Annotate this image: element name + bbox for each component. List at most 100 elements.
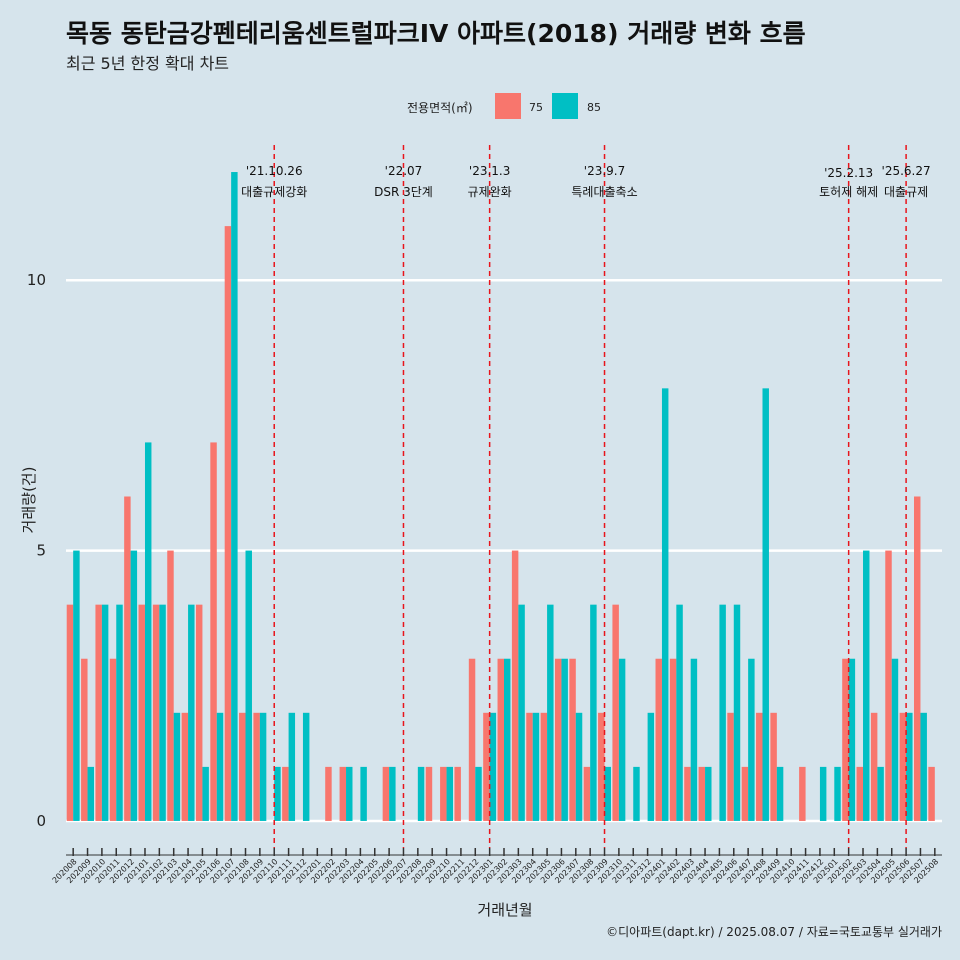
bar-75-202306 [554, 658, 562, 821]
bar-85-202103 [173, 712, 181, 821]
bar-85-202111 [288, 712, 296, 821]
bar-75-202401 [655, 658, 662, 821]
bar-85-202008 [73, 550, 80, 821]
bar-75-202008 [66, 604, 74, 821]
annotation-lines: '21.10.26 대출규제강화 '22.07 DSR 3단계 '23.1.3 규제완화 '… [241, 145, 931, 848]
bar-75-202305 [540, 712, 548, 821]
annotation-label: 대출규제강화 [241, 185, 307, 199]
bar-75-202508 [928, 766, 935, 821]
annotation-date: '23.9.7 [584, 164, 625, 178]
bar-85-202506 [906, 712, 913, 821]
bar-75-202310 [612, 604, 619, 821]
bar-85-202104 [188, 604, 195, 821]
legend-label-85: 85 [587, 101, 601, 114]
bar-85-202109 [259, 712, 267, 821]
bar-75-202010 [95, 604, 102, 821]
bar-75-202504 [870, 712, 878, 821]
bar-85-202112 [302, 712, 310, 821]
bar-85-202101 [144, 442, 152, 821]
bar-75-202109 [253, 712, 260, 821]
bar-75-202210 [440, 766, 447, 821]
bar-75-202202 [325, 766, 332, 821]
bar-85-202105 [202, 766, 209, 821]
bar-75-202303 [511, 550, 519, 821]
bar-75-202506 [899, 712, 907, 821]
bar-75-202505 [885, 550, 892, 821]
bar-75-202407 [741, 766, 749, 821]
bar-75-202409 [770, 712, 777, 821]
bar-85-202507 [920, 712, 927, 821]
bar-85-202408 [762, 388, 769, 821]
bar-75-202103 [167, 550, 174, 821]
bar-85-202307 [575, 712, 583, 821]
bar-85-202206 [389, 766, 396, 821]
bar-85-202409 [776, 766, 784, 821]
annotation-label: DSR 3단계 [374, 185, 433, 199]
bar-75-202011 [109, 658, 117, 821]
bar-75-202211 [454, 766, 461, 821]
bar-85-202502 [848, 658, 856, 821]
bar-85-202305 [547, 604, 554, 821]
bar-85-202110 [274, 766, 281, 821]
bar-85-202402 [676, 604, 683, 821]
bar-85-202012 [130, 550, 138, 821]
annotation-date: '21.10.26 [246, 164, 303, 178]
y-axis: 0 5 10 [27, 271, 46, 830]
bar-75-202106 [210, 442, 217, 821]
chart-subtitle: 최근 5년 한정 확대 차트 [66, 54, 229, 73]
bar-85-202404 [705, 766, 712, 821]
bar-75-202101 [138, 604, 145, 821]
bar-85-202406 [733, 604, 741, 821]
legend-swatch-85 [552, 93, 578, 119]
bar-75-202411 [799, 766, 806, 821]
bar-85-202312 [647, 712, 655, 821]
bar-85-202011 [116, 604, 123, 821]
bar-85-202203 [346, 766, 353, 821]
bar-75-202105 [195, 604, 203, 821]
legend-label-75: 75 [529, 101, 543, 114]
annotation-label: 특례대출축소 [571, 185, 637, 199]
legend-title: 전용면적(㎡) [407, 101, 473, 115]
bar-75-202503 [856, 766, 864, 821]
bar-85-202405 [719, 604, 726, 821]
bar-75-202206 [382, 766, 390, 821]
bar-75-202203 [339, 766, 347, 821]
bar-75-202301 [483, 712, 490, 821]
bar-85-202204 [360, 766, 367, 821]
bar-75-202009 [81, 658, 88, 821]
annotation-date: '23.1.3 [469, 164, 510, 178]
annotation-label: 토허제 해제 [819, 185, 878, 199]
annotation-date: '25.6.27 [882, 164, 931, 178]
bar-75-202309 [598, 712, 605, 821]
bar-85-202309 [604, 766, 611, 821]
bars [66, 172, 935, 821]
y-tick-label: 0 [36, 812, 46, 830]
bar-85-202306 [561, 658, 568, 821]
bar-75-202108 [239, 712, 246, 821]
bar-85-202107 [231, 172, 238, 821]
bar-75-202402 [669, 658, 677, 821]
bar-85-202407 [748, 658, 755, 821]
annotation-label: 규제완화 [468, 185, 512, 199]
y-tick-label: 5 [36, 542, 46, 560]
bar-85-202303 [518, 604, 525, 821]
bar-85-202302 [504, 658, 511, 821]
bar-75-202209 [425, 766, 433, 821]
x-axis: 2020082020092020102020112020122021012021… [51, 848, 942, 885]
bar-75-202212 [468, 658, 476, 821]
bar-85-202401 [661, 388, 669, 821]
chart-title: 목동 동탄금강펜테리움센트럴파크IV 아파트(2018) 거래량 변화 흐름 [66, 19, 806, 48]
annotation-date: '25.2.13 [824, 166, 873, 180]
bar-85-202503 [863, 550, 870, 821]
annotation-label: 대출규제 [884, 185, 928, 199]
bar-75-202107 [224, 226, 232, 821]
bar-85-202108 [245, 550, 252, 821]
bar-75-202302 [497, 658, 504, 821]
bar-75-202403 [684, 766, 691, 821]
bar-75-202304 [526, 712, 533, 821]
bar-85-202403 [690, 658, 698, 821]
bar-75-202012 [124, 496, 131, 821]
y-axis-title: 거래량(건) [20, 467, 38, 534]
bar-75-202111 [282, 766, 289, 821]
bar-85-202010 [101, 604, 109, 821]
